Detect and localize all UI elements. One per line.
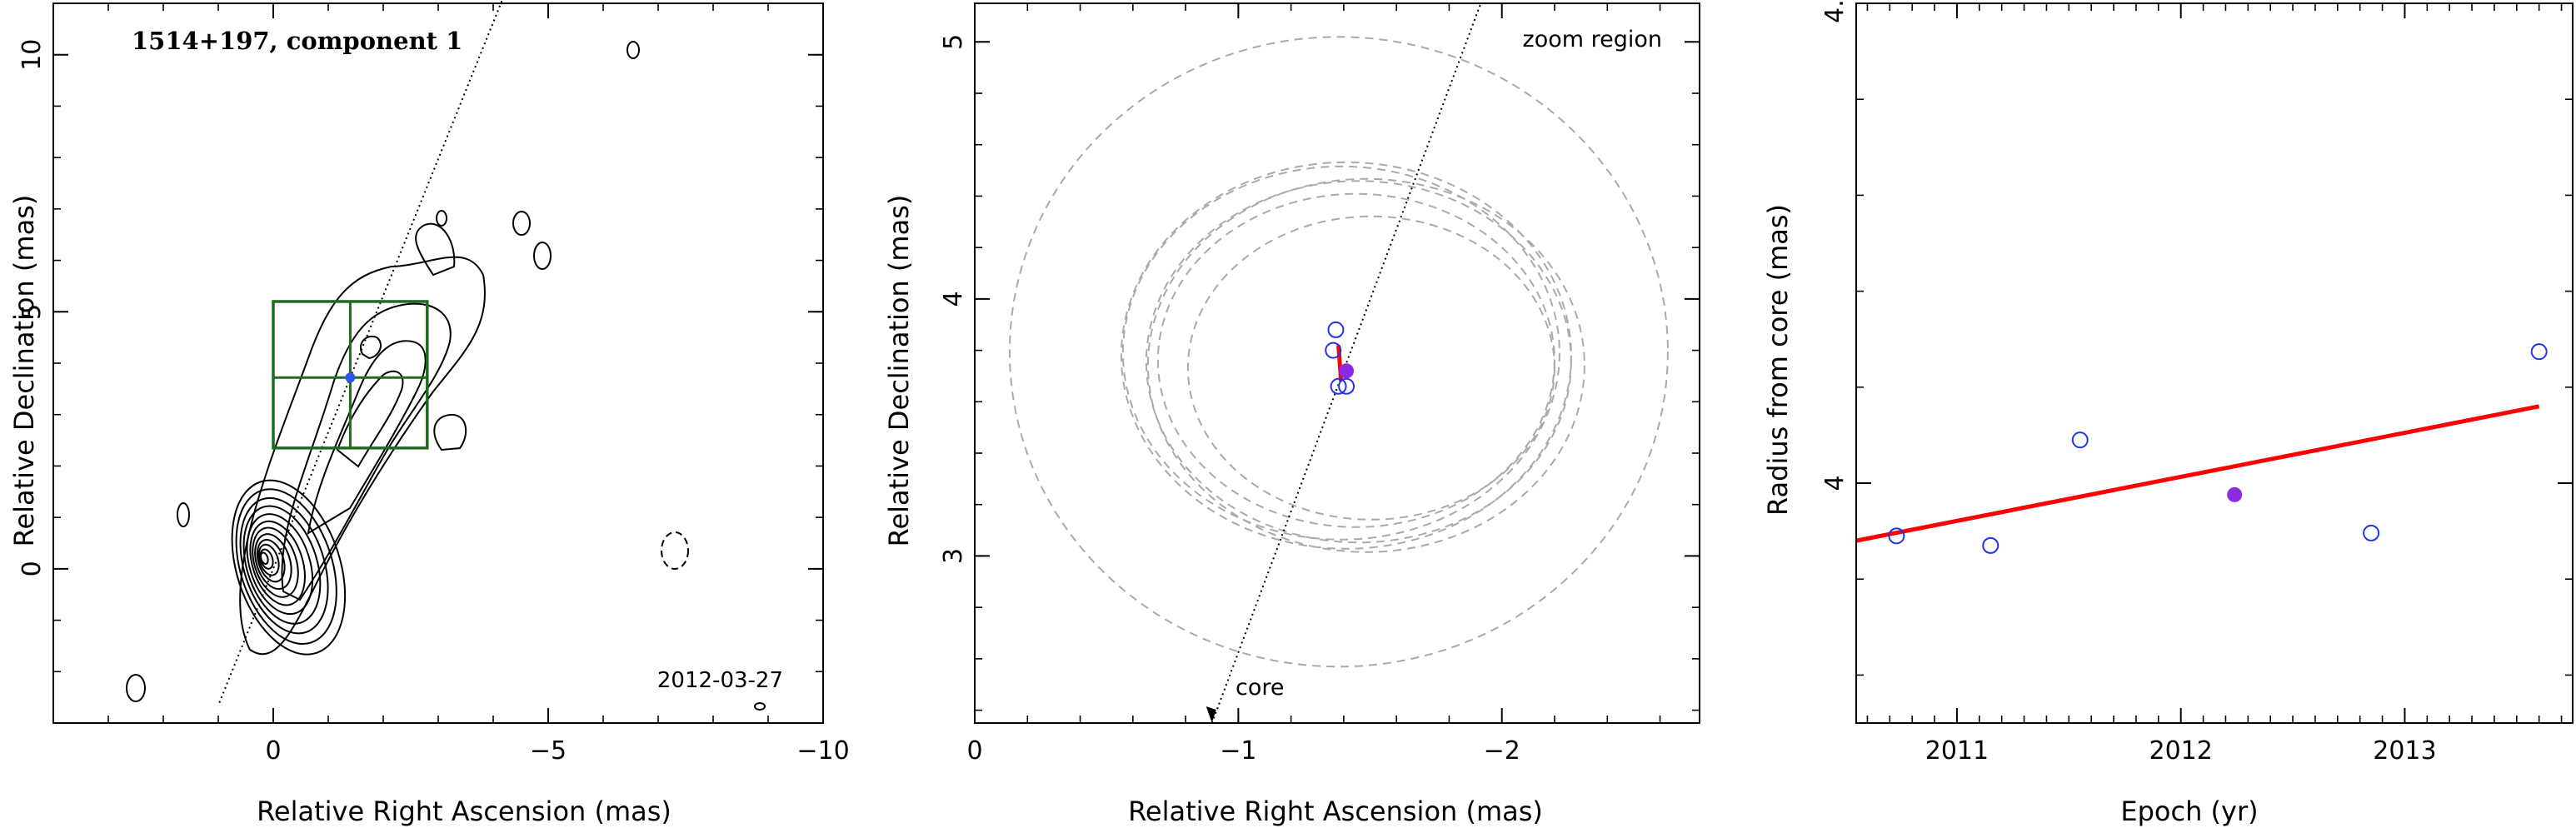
y-tick-label: 3 <box>939 548 968 564</box>
noise-contour <box>512 211 531 236</box>
core-contour <box>249 520 306 606</box>
data-point <box>1330 377 1347 395</box>
chart-title: 1514+197, component 1 <box>132 27 462 55</box>
axes: 0 −1 −2 3 4 5 <box>939 2 1700 766</box>
data-point <box>2363 524 2380 541</box>
data-point <box>1325 342 1342 359</box>
overlay-marks <box>218 0 503 703</box>
y-tick-label: 4 <box>1820 475 1850 491</box>
y-axis-label: Relative Declination (mas) <box>8 195 40 547</box>
y-axis-label: Relative Declination (mas) <box>883 195 915 547</box>
plot-frame <box>974 2 1700 724</box>
noise-contour <box>627 41 640 59</box>
jet-contour <box>336 370 404 468</box>
noise-contour <box>177 502 190 527</box>
component-marker <box>345 372 356 383</box>
noise-contour <box>126 674 146 702</box>
x-tick-label: −1 <box>1220 736 1256 766</box>
uncertainty-circle <box>1146 177 1585 553</box>
x-tick-label: 0 <box>966 736 982 766</box>
x-tick-label: −5 <box>530 736 567 766</box>
axes: 0 −5 −10 0 5 10 <box>17 2 850 766</box>
current-epoch-point <box>2227 486 2243 502</box>
y-tick-label: 10 <box>17 39 47 71</box>
data-point <box>1327 321 1345 338</box>
jet-contour <box>433 413 467 451</box>
jet-contour <box>415 222 456 277</box>
core-contour <box>239 496 329 635</box>
x-tick-label: −10 <box>796 736 849 766</box>
y-tick-label: 4.5 <box>1820 0 1850 23</box>
uncertainty-circle <box>1145 180 1572 544</box>
core-arrow-head <box>1206 706 1216 723</box>
noise-contour <box>754 702 766 711</box>
noise-contour <box>533 242 552 270</box>
noise-contour <box>436 210 447 227</box>
core-contour <box>242 505 322 625</box>
jet-direction-line <box>1211 2 1482 724</box>
core-contour <box>246 513 314 616</box>
plot-frame <box>1855 2 2574 724</box>
x-axis-label: Relative Right Ascension (mas) <box>257 796 671 827</box>
core-contour <box>231 479 347 656</box>
uncertainty-circle <box>1121 165 1560 541</box>
uncertainty-circle <box>1008 36 1669 668</box>
y-tick-label: 5 <box>17 304 47 320</box>
panel-radius-vs-epoch: 2011 2012 2013 4 4.5 Epoch (yr) Radius from … <box>1762 0 2574 827</box>
uncertainty-circles <box>1008 36 1669 668</box>
jet-contour <box>360 335 382 360</box>
data-point <box>2530 343 2548 361</box>
data-point <box>1982 536 1999 554</box>
jet-contour <box>239 256 486 656</box>
x-tick-label: −2 <box>1484 736 1520 766</box>
y-tick-label: 5 <box>939 34 968 50</box>
panel-vlbi-map: 0 −5 −10 0 5 10 1514+197, component 1 2012-03… <box>8 0 850 827</box>
x-axis-label: Relative Right Ascension (mas) <box>1128 796 1543 827</box>
negative-contour <box>661 531 689 570</box>
core-contour <box>257 543 280 576</box>
x-tick-label: 2012 <box>2149 736 2213 766</box>
jet-contour <box>281 302 452 601</box>
data-point <box>1338 377 1355 395</box>
zoom-region-label: zoom region <box>1523 27 1662 52</box>
x-tick-label: 0 <box>265 736 281 766</box>
core-contour <box>254 533 292 591</box>
current-epoch-point <box>1339 363 1355 379</box>
x-tick-label: 2011 <box>1925 736 1989 766</box>
y-axis-label: Radius from core (mas) <box>1762 204 1794 516</box>
x-tick-label: 2013 <box>2373 736 2436 766</box>
fit-line <box>1855 404 2540 543</box>
jet-direction-line <box>218 0 503 703</box>
uncertainty-circle <box>1156 192 1555 528</box>
panel-zoom-region: 0 −1 −2 3 4 5 zoom region core Relative Right… <box>883 2 1700 827</box>
y-tick-label: 0 <box>17 561 47 576</box>
jet-contour <box>307 340 427 535</box>
overlay-marks <box>1206 2 1482 724</box>
uncertainty-circle <box>1120 161 1572 550</box>
uncertainty-circle <box>1186 215 1555 521</box>
date-annotation: 2012-03-27 <box>657 668 783 693</box>
core-contour <box>259 551 269 565</box>
y-tick-label: 4 <box>939 291 968 307</box>
data-point <box>2071 431 2089 449</box>
data-marks <box>1855 343 2548 554</box>
core-label: core <box>1236 675 1284 701</box>
contour-map <box>126 41 766 711</box>
plot-frame <box>52 2 824 724</box>
axes: 2011 2012 2013 4 4.5 <box>1820 0 2574 766</box>
data-point <box>1888 527 1905 545</box>
x-axis-label: Epoch (yr) <box>2120 796 2258 827</box>
core-contour <box>252 526 299 598</box>
